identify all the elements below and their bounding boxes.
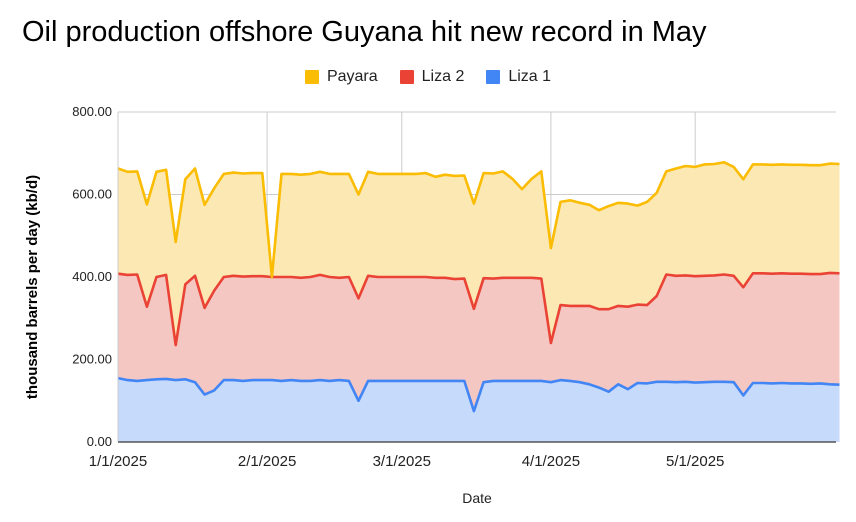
area-payara (118, 162, 840, 346)
y-axis-title: thousand barrels per day (kb/d) (24, 175, 41, 399)
axes (117, 112, 836, 443)
series-lines (117, 161, 840, 413)
y-tick-labels: 0.00 200.00 400.00 600.00 800.00 (72, 104, 112, 449)
x-axis-title: Date (462, 490, 492, 506)
x-tick-label: 3/1/2025 (373, 453, 431, 470)
area-liza-2 (118, 272, 840, 412)
legend-swatch-payara (304, 70, 319, 84)
legend-swatch-liza-1 (486, 70, 501, 84)
legend-label-liza-2: Liza 2 (421, 68, 465, 85)
y-tick-label: 200.00 (72, 352, 112, 367)
legend: Payara Liza 2 Liza 1 (0, 68, 856, 86)
legend-item-payara[interactable]: Payara (304, 68, 378, 86)
area-liza-1 (118, 378, 840, 442)
legend-label-liza-1: Liza 1 (508, 68, 552, 85)
legend-label-payara: Payara (326, 68, 378, 85)
y-tick-label: 800.00 (72, 104, 112, 119)
x-tick-label: 5/1/2025 (666, 453, 724, 470)
y-tick-label: 600.00 (72, 187, 112, 202)
legend-swatch-liza-2 (399, 70, 414, 84)
legend-item-liza-2[interactable]: Liza 2 (399, 68, 465, 86)
y-tick-label: 400.00 (72, 269, 112, 284)
x-tick-label: 4/1/2025 (522, 453, 580, 470)
legend-item-liza-1[interactable]: Liza 1 (486, 68, 551, 86)
x-tick-label: 1/1/2025 (89, 453, 147, 470)
x-tick-labels: 1/1/2025 2/1/2025 3/1/2025 4/1/2025 5/1/2025 (89, 453, 725, 470)
x-tick-label: 2/1/2025 (238, 453, 296, 470)
line-liza-1[interactable] (117, 376, 840, 413)
line-liza-2[interactable] (117, 271, 840, 347)
chart-title: Oil production offshore Guyana hit new r… (22, 16, 707, 48)
line-payara[interactable] (117, 161, 840, 279)
y-tick-label: 0.00 (87, 434, 112, 449)
area-fills (118, 162, 840, 442)
